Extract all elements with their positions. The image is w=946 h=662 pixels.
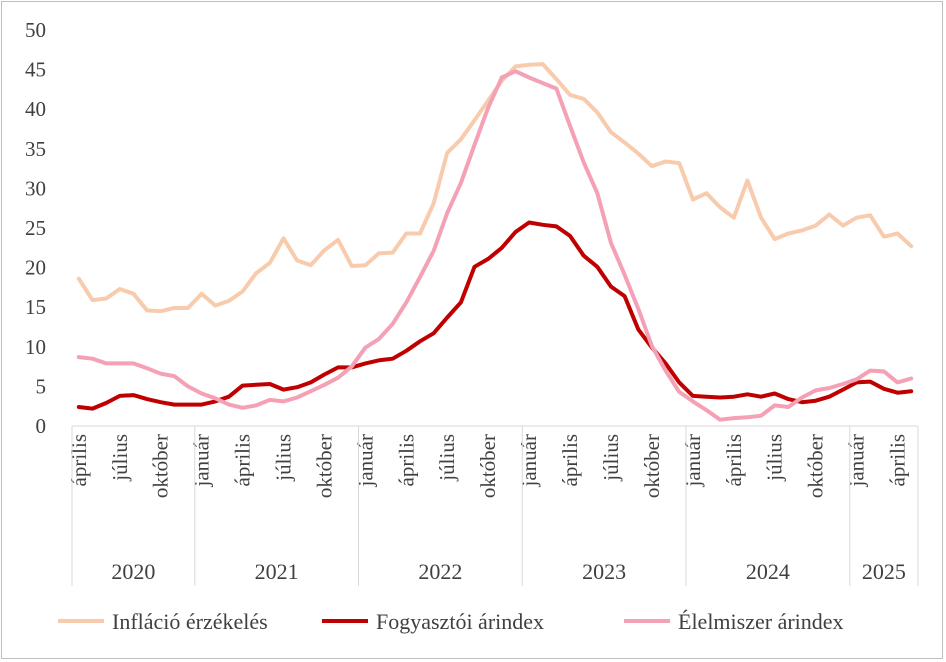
y-tick-label: 35 [25, 137, 46, 161]
legend-label: Fogyasztói árindex [376, 609, 544, 634]
y-tick-label: 30 [25, 176, 46, 200]
x-tick-label: október [149, 434, 173, 498]
x-tick-label: január [353, 434, 377, 487]
year-label: 2024 [746, 559, 790, 584]
x-tick-label: április [722, 434, 746, 487]
x-tick-label: január [681, 434, 705, 487]
legend-label: Infláció érzékelés [112, 609, 268, 634]
x-tick-label: április [558, 434, 582, 487]
x-tick-label: április [394, 434, 418, 487]
year-label: 2020 [111, 559, 155, 584]
y-tick-label: 5 [36, 374, 47, 398]
x-tick-label: január [517, 434, 541, 487]
x-tick-label: július [763, 434, 787, 482]
y-tick-label: 0 [36, 414, 47, 438]
y-tick-label: 25 [25, 216, 46, 240]
x-tick-label: július [599, 434, 623, 482]
year-label: 2022 [418, 559, 462, 584]
year-label: 2025 [862, 559, 906, 584]
y-tick-label: 15 [25, 295, 46, 319]
legend-label: Élelmiszer árindex [678, 609, 844, 634]
y-tick-label: 50 [25, 18, 46, 42]
year-label: 2023 [582, 559, 626, 584]
x-tick-label: október [804, 434, 828, 498]
x-tick-label: október [476, 434, 500, 498]
y-tick-label: 20 [25, 256, 46, 280]
x-tick-label: április [67, 434, 91, 487]
x-tick-label: október [640, 434, 664, 498]
y-tick-label: 45 [25, 58, 46, 82]
series-line [76, 220, 914, 411]
x-tick-label: július [272, 434, 296, 482]
y-tick-label: 40 [25, 97, 46, 121]
year-label: 2021 [255, 559, 299, 584]
x-tick-label: január [845, 434, 869, 487]
series-line [76, 69, 914, 422]
x-tick-label: január [190, 434, 214, 487]
y-tick-label: 10 [25, 335, 46, 359]
x-tick-label: október [312, 434, 336, 498]
series-line [76, 62, 914, 314]
x-tick-label: július [435, 434, 459, 482]
x-tick-label: április [886, 434, 910, 487]
x-tick-label: július [108, 434, 132, 482]
x-tick-label: április [231, 434, 255, 487]
